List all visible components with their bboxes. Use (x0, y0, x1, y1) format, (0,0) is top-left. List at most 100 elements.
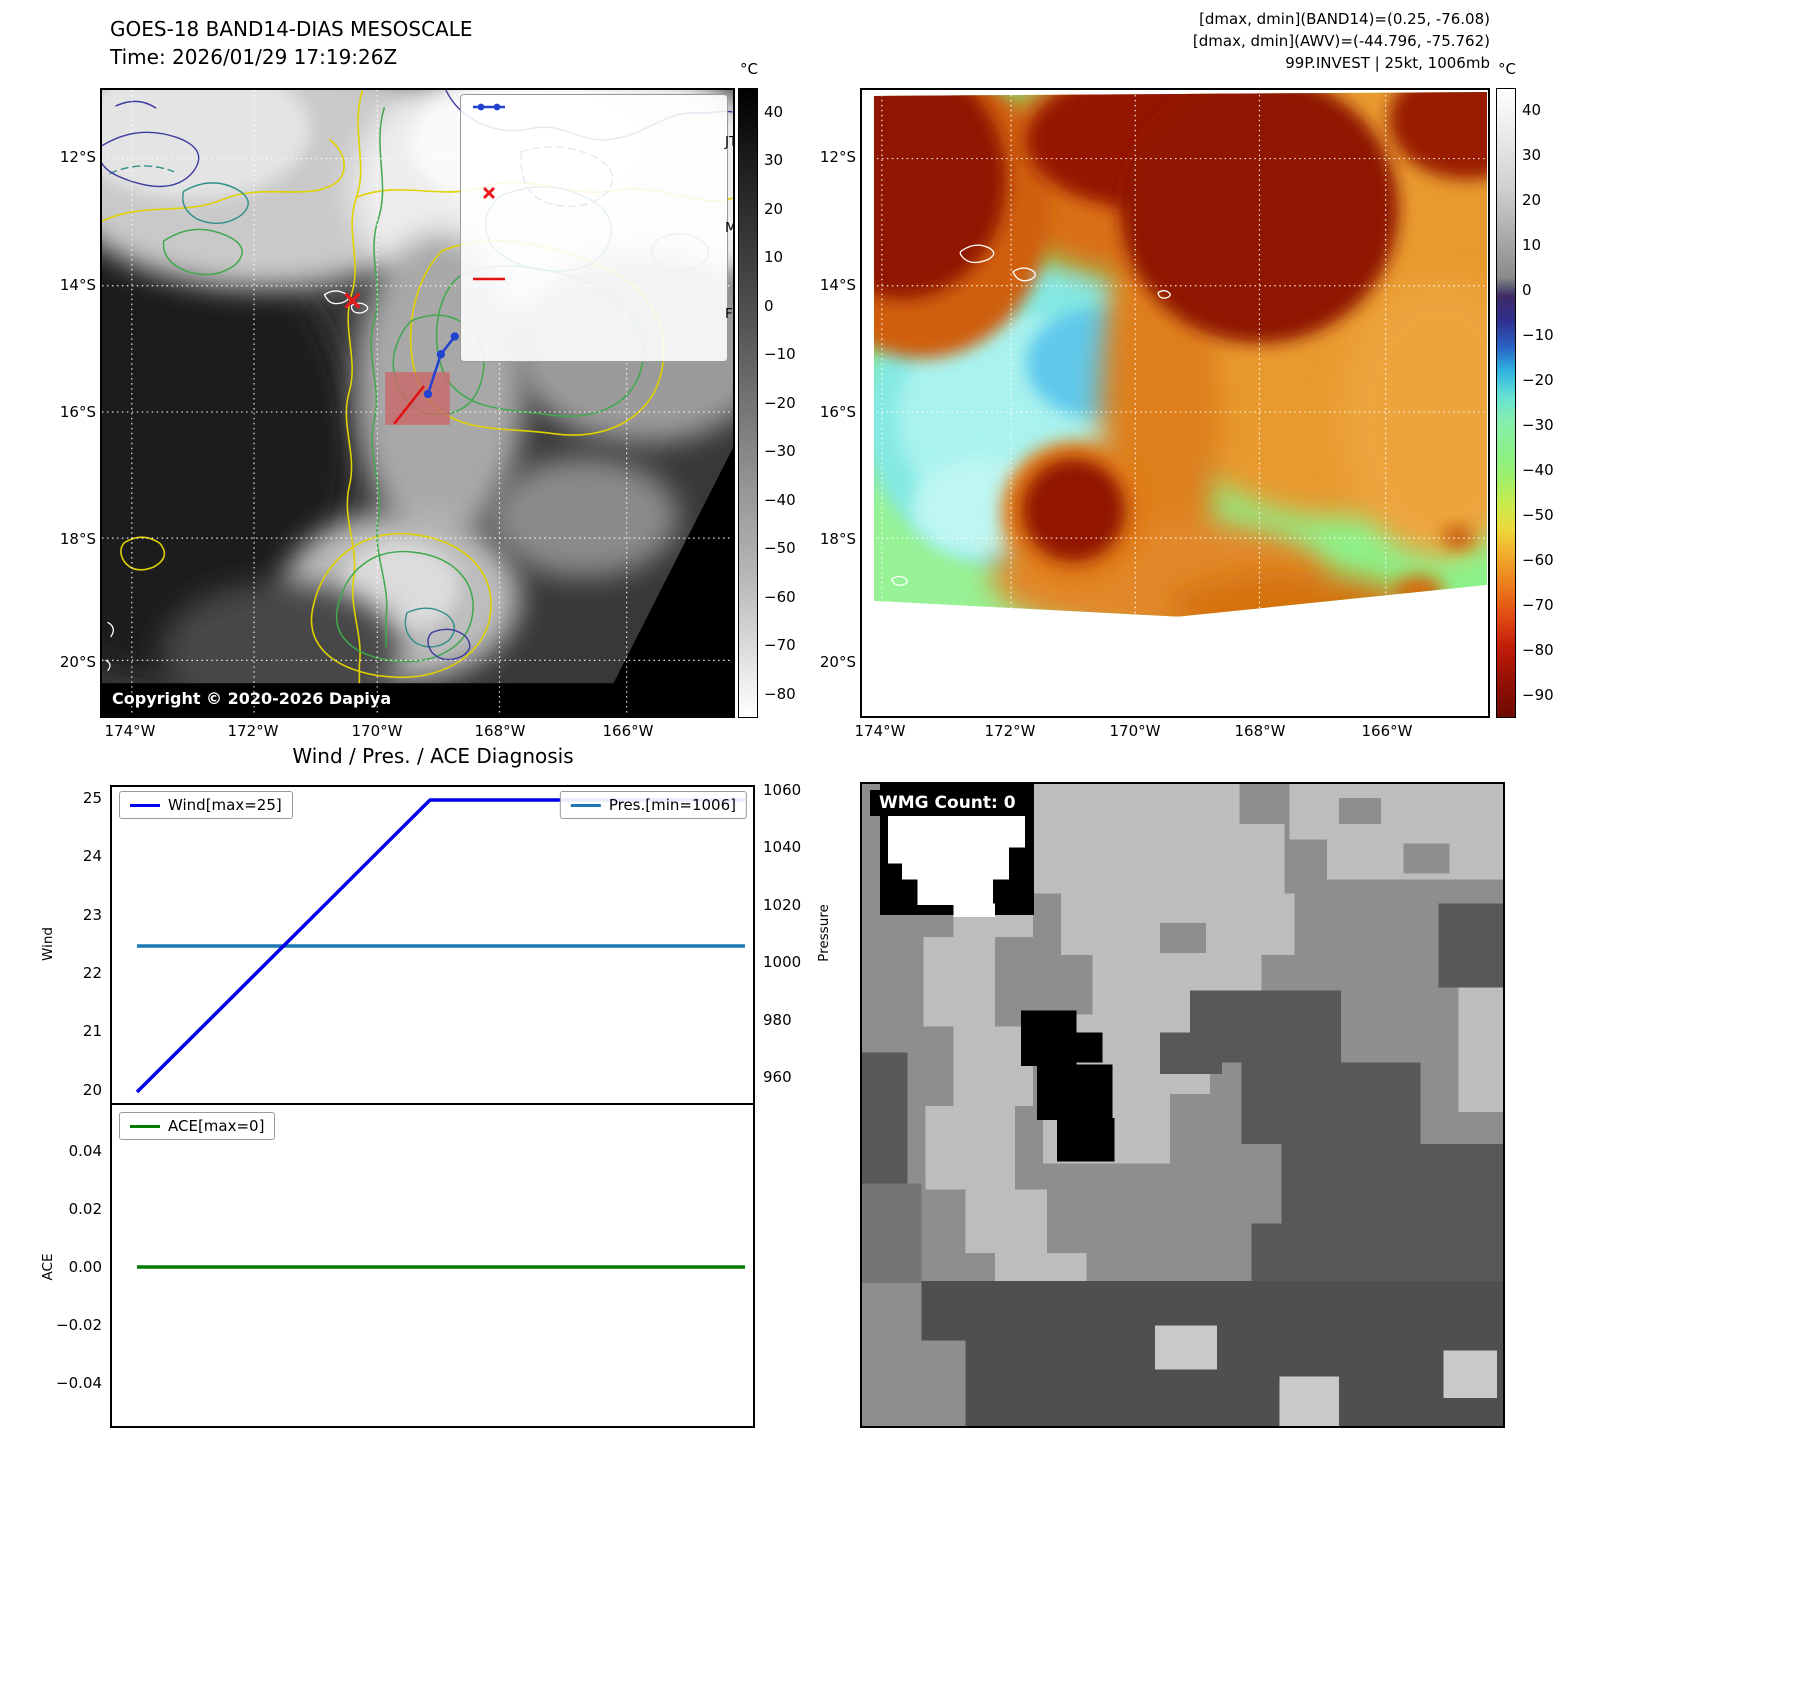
pressure-axis-label: Pressure (816, 904, 832, 962)
awv-colorbar-unit: °C (1498, 60, 1516, 78)
wind-legend: Wind[max=25] (119, 791, 293, 819)
cb1-tick: −10 (764, 345, 796, 363)
pres-legend-label: Pres.[min=1006] (608, 796, 736, 814)
wind-tick: 20 (82, 1081, 102, 1099)
band14-colorbar (738, 88, 758, 718)
ace-chart (110, 1105, 755, 1428)
lat-tick: 12°S (819, 148, 856, 166)
lat-tick: 16°S (59, 403, 96, 421)
wmg-count-label: WMG Count: 0 (870, 790, 1025, 816)
cb1-tick: −30 (764, 442, 796, 460)
pressure-tick: 980 (763, 1011, 792, 1029)
lon-tick: 168°W (474, 722, 526, 740)
lon-tick: 174°W (104, 722, 156, 740)
lat-tick: 18°S (59, 530, 96, 548)
wind-legend-label: Wind[max=25] (168, 796, 282, 814)
ace-tick: 0.04 (68, 1142, 102, 1160)
ace-tick: −0.02 (56, 1316, 102, 1334)
cb1-tick: 40 (764, 103, 784, 121)
legend-label-target: MESOSCALE/TARGET Location (725, 220, 733, 236)
cb1-tick: 30 (764, 151, 784, 169)
wind-tick: 23 (82, 906, 102, 924)
cb2-tick: −20 (1522, 371, 1554, 389)
diagnosis-title: Wind / Pres. / ACE Diagnosis (292, 744, 574, 768)
cb1-tick: 20 (764, 200, 784, 218)
legend-label-tracks: JTWC/NHC Tracks [29/1200Z] (725, 133, 733, 150)
cb1-tick: −50 (764, 539, 796, 557)
info-dmax-awv: [dmax, dmin](AWV)=(-44.796, -75.762) (1192, 32, 1490, 50)
legend-label-floater: Floater Locater (725, 305, 733, 322)
pres-legend: Pres.[min=1006] (559, 791, 747, 819)
cb2-tick: −40 (1522, 461, 1554, 479)
lon-tick: 174°W (854, 722, 906, 740)
no-data-bottom-band (102, 683, 733, 716)
info-dmax-band14: [dmax, dmin](BAND14)=(0.25, -76.08) (1199, 10, 1490, 28)
lon-tick: 168°W (1234, 722, 1286, 740)
cb2-tick: 30 (1522, 146, 1542, 164)
cb1-tick: 10 (764, 248, 784, 266)
ace-legend: ACE[max=0] (119, 1112, 276, 1140)
pressure-tick: 1000 (763, 953, 802, 971)
lat-tick: 20°S (59, 653, 96, 671)
cb2-tick: −80 (1522, 641, 1554, 659)
cb1-tick: −20 (764, 394, 796, 412)
wind-tick: 21 (82, 1022, 102, 1040)
ace-tick: 0.00 (68, 1258, 102, 1276)
island-outlines (891, 244, 1171, 586)
mesoscale-sector-box (385, 372, 450, 425)
wind-tick: 22 (82, 964, 102, 982)
awv-colorbar (1496, 88, 1516, 718)
lat-tick: 14°S (59, 276, 96, 294)
lat-tick: 12°S (59, 148, 96, 166)
band14-title-line1: GOES-18 BAND14-DIAS MESOSCALE (110, 17, 473, 41)
lat-tick: 14°S (819, 276, 856, 294)
awv-image (862, 90, 1488, 716)
ace-line-icon (130, 1124, 160, 1128)
cb1-tick: −40 (764, 491, 796, 509)
lon-tick: 170°W (1109, 722, 1161, 740)
cb1-tick: 0 (764, 297, 774, 315)
wmg-image (862, 784, 1503, 1426)
lon-tick: 172°W (984, 722, 1036, 740)
lat-tick: 20°S (819, 653, 856, 671)
info-invest: 99P.INVEST | 25kt, 1006mb (1285, 54, 1490, 72)
lon-tick: 170°W (351, 722, 403, 740)
target-x-marker (344, 292, 361, 309)
awv-map (860, 88, 1490, 718)
cb2-tick: −30 (1522, 416, 1554, 434)
ace-plot-area (137, 1265, 745, 1269)
lat-tick: 18°S (819, 530, 856, 548)
band14-title-line2: Time: 2026/01/29 17:19:26Z (110, 45, 398, 69)
wind-line-icon (130, 803, 160, 807)
pressure-tick: 1040 (763, 838, 802, 856)
wind-tick: 25 (82, 789, 102, 807)
pressure-tick: 1060 (763, 781, 802, 799)
cb2-tick: −90 (1522, 686, 1554, 704)
legend-row-floater: Floater Locater (471, 273, 733, 355)
cb2-tick: 20 (1522, 191, 1542, 209)
lon-tick: 172°W (227, 722, 279, 740)
lon-tick: 166°W (602, 722, 654, 740)
cb2-tick: −50 (1522, 506, 1554, 524)
pres-line-icon (570, 803, 601, 807)
pressure-tick: 1020 (763, 896, 802, 914)
cb2-tick: 40 (1522, 101, 1542, 119)
ace-tick: 0.02 (68, 1200, 102, 1218)
jtwc-track-line (423, 332, 459, 399)
wind-axis-label: Wind (40, 927, 56, 961)
copyright-text: Copyright © 2020-2026 Dapiya (112, 689, 392, 708)
ace-tick: −0.04 (56, 1374, 102, 1392)
legend-row-tracks: JTWC/NHC Tracks [29/1200Z] (471, 101, 733, 183)
track-line-icon (473, 103, 506, 111)
lon-tick: 166°W (1361, 722, 1413, 740)
band14-map: JTWC/NHC Tracks [29/1200Z] MESOSCALE/TAR… (100, 88, 735, 718)
ace-legend-label: ACE[max=0] (168, 1117, 265, 1135)
cb2-tick: 0 (1522, 281, 1532, 299)
cb2-tick: 10 (1522, 236, 1542, 254)
wmg-terrain (862, 784, 1503, 1426)
band14-legend: JTWC/NHC Tracks [29/1200Z] MESOSCALE/TAR… (460, 94, 733, 362)
cb2-tick: −70 (1522, 596, 1554, 614)
cb1-tick: −70 (764, 636, 796, 654)
wind-pressure-plot-area (135, 798, 745, 1094)
